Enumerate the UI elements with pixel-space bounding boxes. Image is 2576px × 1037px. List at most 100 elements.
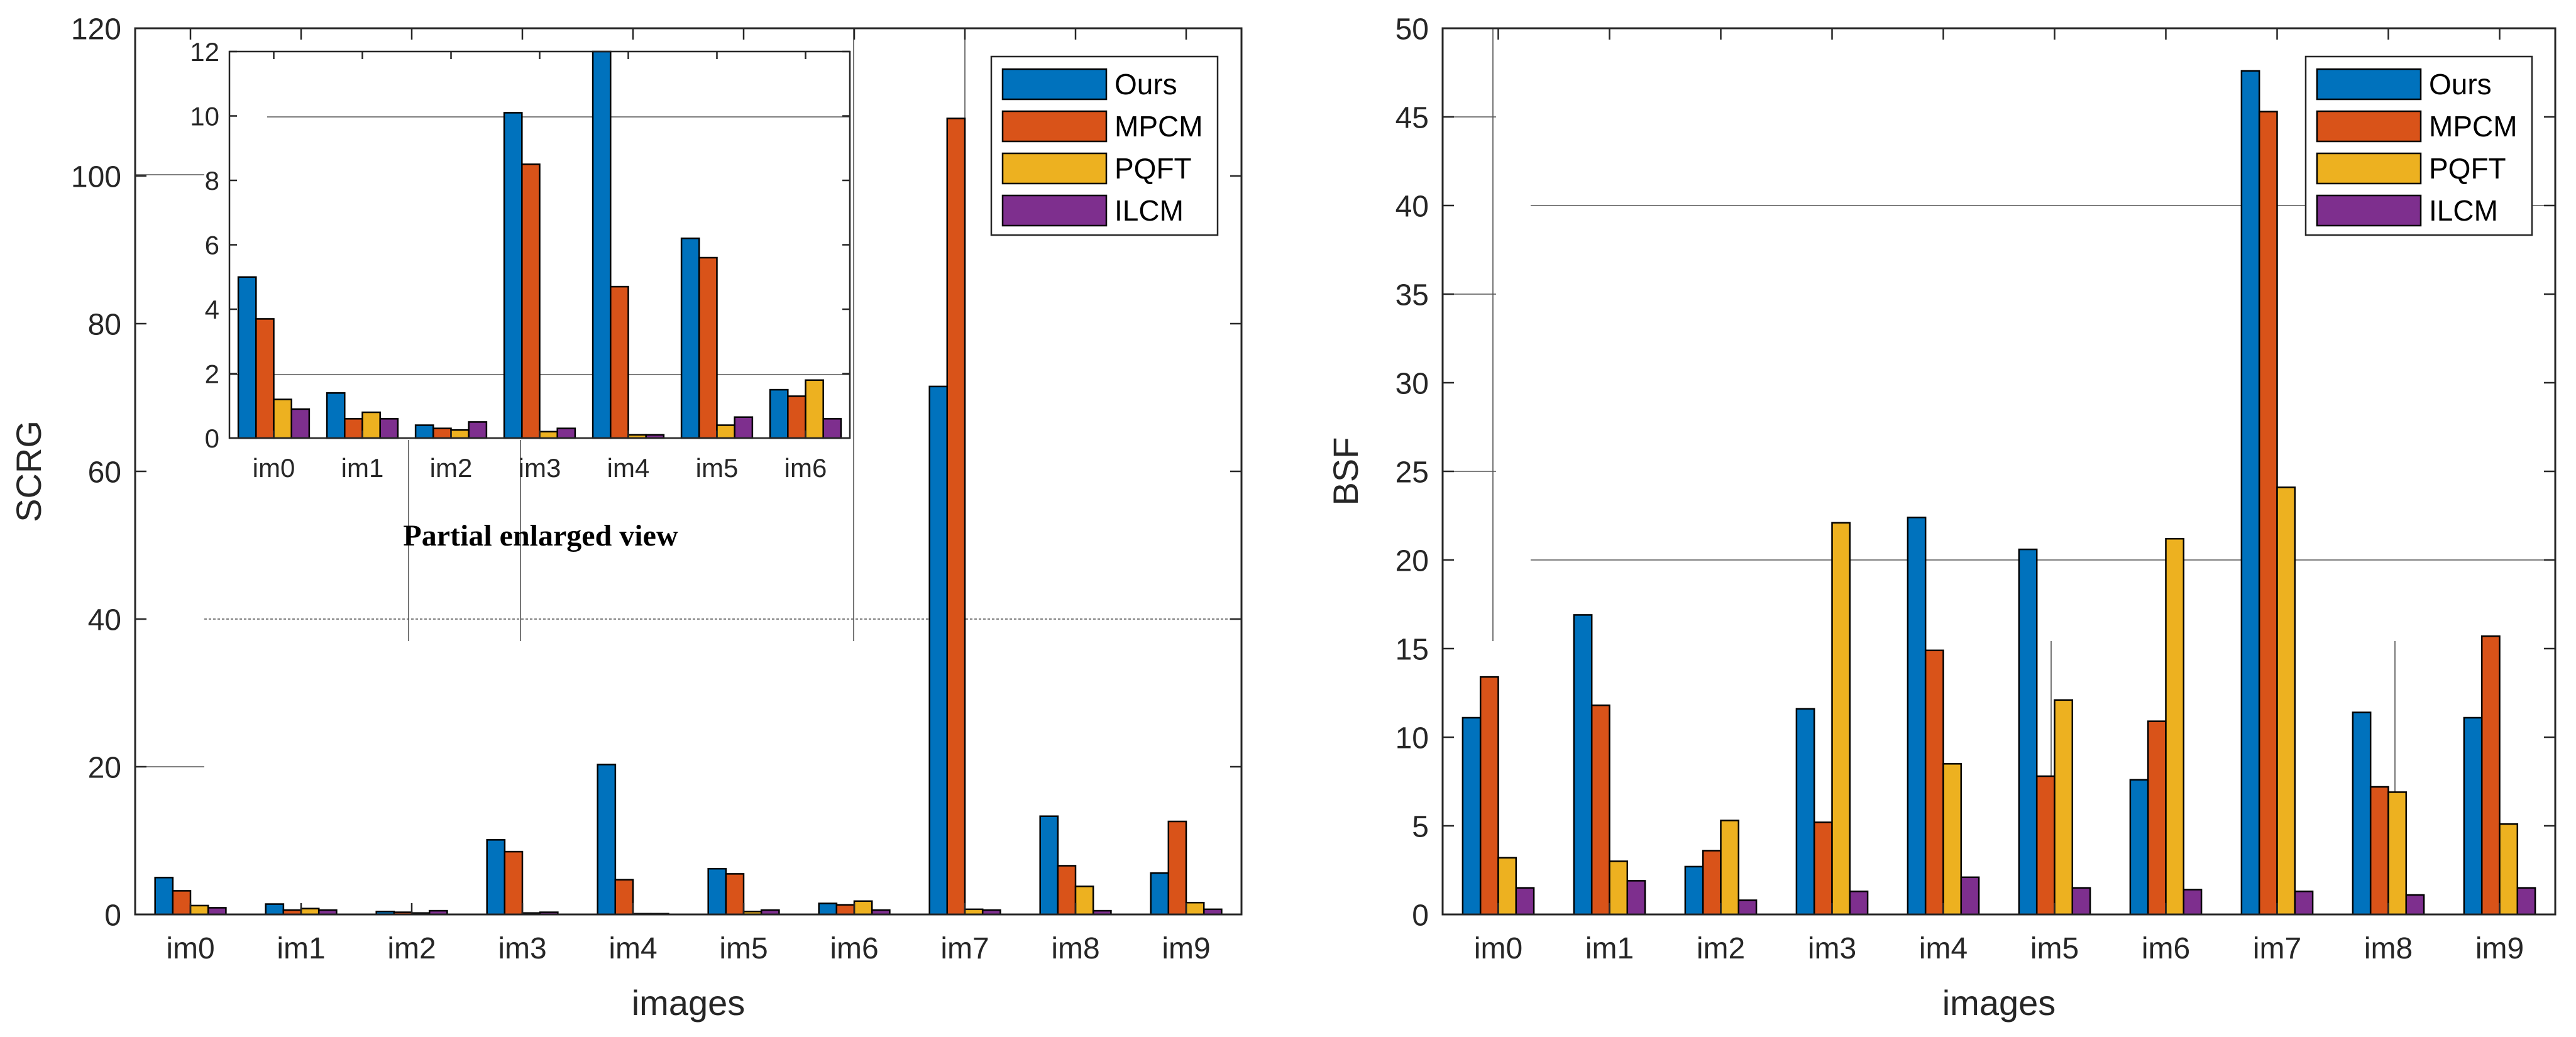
bar-mpcm-im1 [1590,704,1610,916]
bar-mpcm-im1 [344,418,363,439]
bar-ours-im4 [1907,517,1927,916]
bar-pqft-im0 [189,904,209,916]
bar-ilcm-im3 [1849,891,1869,916]
x-tick-label: im5 [696,453,739,483]
x-tick-label: im0 [166,932,214,965]
bar-mpcm-im0 [255,318,275,439]
y-tick-label: 0 [104,899,121,932]
bar-mpcm-im8 [2369,786,2389,916]
bar-ilcm-im2 [468,421,488,439]
bsf-y-axis-label: BSF [1326,437,1365,506]
x-tick-label: im3 [498,932,546,965]
bar-ilcm-im3 [556,427,576,439]
bar-mpcm-im4 [610,285,629,439]
bar-pqft-im1 [1609,860,1629,916]
bar-ilcm-im2 [1737,899,1758,916]
bar-pqft-im3 [539,431,558,439]
y-tick-label: 4 [205,295,219,324]
x-tick-label: im2 [387,932,436,965]
bsf-legend: Ours MPCM PQFT ILCM [2304,55,2533,236]
x-tick-label: im9 [1162,932,1210,965]
bar-mpcm-im3 [504,850,524,916]
bar-pqft-im1 [361,411,381,439]
bsf-x-ticks: im0 im1 im2 im3 im4 im5 im6 im7 im8 im9 [1474,28,2524,965]
y-tick-label: 8 [205,166,219,195]
bar-ours-im1 [265,903,285,916]
x-tick-label: im3 [519,453,561,483]
bar-ilcm-im9 [2516,887,2536,916]
y-tick-label: 100 [71,160,121,194]
bar-mpcm-im6 [835,904,856,916]
x-tick-label: im5 [2030,932,2079,965]
bar-mpcm-im9 [2480,635,2501,916]
bar-mpcm-im5 [2035,775,2056,916]
bar-pqft-im8 [1074,886,1094,916]
bar-ours-im4 [592,50,612,439]
bar-ilcm-im1 [379,418,399,439]
bar-pqft-im0 [273,398,292,439]
scrg-legend: Ours MPCM PQFT ILCM [990,55,1219,236]
bar-mpcm-im3 [521,163,541,439]
bar-ours-im6 [2129,779,2149,916]
bar-ours-im3 [486,839,506,916]
bar-ilcm-im5 [2071,887,2091,916]
bar-pqft-im8 [2387,791,2408,916]
bar-mpcm-im7 [946,118,966,916]
bar-mpcm-im5 [698,256,718,439]
bar-ours-im9 [1150,872,1170,916]
bar-ours-im6 [769,388,789,439]
bar-ilcm-im6 [822,418,842,439]
x-tick-label: im1 [1585,932,1634,965]
bsf-y-ticks: 0 5 10 15 20 25 30 35 40 45 50 [1395,13,2555,932]
bar-ours-im7 [928,385,949,916]
bar-ilcm-im7 [2294,891,2314,916]
y-tick-label: 10 [1395,722,1429,755]
x-tick-label: im6 [830,932,878,965]
bar-pqft-im4 [1942,763,1962,916]
bar-mpcm-im0 [172,890,192,916]
bar-ours-im5 [2018,548,2038,916]
y-tick-label: 0 [1412,899,1429,932]
y-tick-label: 6 [205,231,219,260]
x-tick-label: im2 [1697,932,1745,965]
bar-ilcm-im4 [1960,876,1980,916]
bar-ours-im0 [237,276,257,439]
legend-label-ours: Ours [1115,68,1177,101]
y-tick-label: 45 [1395,101,1429,134]
y-tick-label: 15 [1395,633,1429,666]
x-tick-label: im3 [1808,932,1856,965]
y-tick-label: 30 [1395,367,1429,400]
bar-pqft-im5 [2054,699,2074,916]
bar-mpcm-im6 [2147,720,2167,916]
x-tick-label: im0 [253,453,295,483]
bar-ours-im3 [1795,708,1815,916]
x-tick-label: im7 [940,932,989,965]
x-tick-label: im1 [277,932,325,965]
y-tick-label: 5 [1412,810,1429,843]
inset-y-ticks: 0 2 4 6 8 10 12 [190,37,850,453]
x-tick-label: im6 [2142,932,2190,965]
bar-ours-im4 [597,764,617,916]
scrg-y-axis-label: SCRG [9,420,48,522]
bar-pqft-im9 [2499,823,2519,916]
bar-pqft-im6 [805,379,824,439]
bar-ilcm-im8 [2405,894,2425,916]
inset-caption: Partial enlarged view [403,519,678,552]
y-tick-label: 80 [88,308,121,341]
bar-pqft-im0 [1497,857,1517,916]
x-tick-label: im5 [719,932,768,965]
legend-swatch-mpcm [1001,110,1108,143]
y-tick-label: 20 [88,751,121,784]
legend-swatch-ours [1001,68,1108,101]
x-tick-label: im4 [607,453,650,483]
bar-ours-im8 [1039,815,1059,916]
bar-ours-im0 [154,877,174,916]
y-tick-label: 35 [1395,278,1429,312]
bar-mpcm-im5 [725,873,745,916]
bar-mpcm-im7 [2258,111,2278,916]
bar-ours-im2 [1684,865,1704,916]
bar-ours-im8 [2352,711,2372,916]
